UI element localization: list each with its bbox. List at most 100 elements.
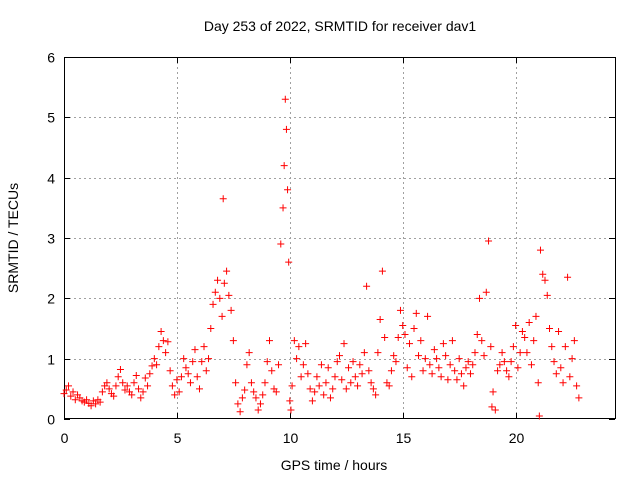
data-point xyxy=(473,331,481,339)
data-point xyxy=(200,343,208,351)
data-point xyxy=(396,306,404,314)
data-point xyxy=(216,294,224,302)
data-point xyxy=(363,282,371,290)
data-point xyxy=(491,406,499,414)
data-point xyxy=(168,382,176,390)
y-tick-label: 6 xyxy=(47,50,55,66)
data-point xyxy=(259,391,267,399)
data-point xyxy=(415,352,423,360)
data-point xyxy=(71,396,79,404)
data-point xyxy=(218,312,226,320)
data-point xyxy=(282,125,290,133)
data-point xyxy=(494,367,502,375)
data-point xyxy=(372,391,380,399)
data-point xyxy=(548,343,556,351)
data-point xyxy=(139,388,147,396)
data-point xyxy=(385,382,393,390)
data-point xyxy=(202,367,210,375)
data-point xyxy=(211,288,219,296)
data-point xyxy=(306,385,314,393)
data-point xyxy=(462,364,470,372)
y-axis-label: SRMTID / TECUs xyxy=(5,183,21,293)
data-point xyxy=(428,370,436,378)
data-point xyxy=(195,385,203,393)
data-point xyxy=(247,379,255,387)
data-point xyxy=(521,334,529,342)
data-point xyxy=(173,376,181,384)
data-point xyxy=(182,364,190,372)
data-point xyxy=(245,349,253,357)
data-point xyxy=(530,337,538,345)
data-point xyxy=(166,367,174,375)
data-point xyxy=(98,388,106,396)
data-point xyxy=(279,204,287,212)
data-point xyxy=(543,291,551,299)
data-point xyxy=(65,382,73,390)
data-point xyxy=(392,358,400,366)
data-point xyxy=(250,388,258,396)
data-point xyxy=(535,412,543,420)
data-point xyxy=(207,325,215,332)
data-point xyxy=(539,270,547,278)
data-point xyxy=(342,385,350,393)
data-point xyxy=(564,273,572,281)
data-point xyxy=(277,240,285,248)
data-point xyxy=(141,374,149,382)
y-tick-label: 1 xyxy=(47,352,55,368)
data-point xyxy=(500,358,508,366)
data-point xyxy=(123,382,131,390)
data-point xyxy=(186,379,194,387)
data-point xyxy=(555,328,563,336)
data-point xyxy=(532,312,540,320)
data-point xyxy=(566,373,574,381)
data-point xyxy=(446,361,454,369)
data-point xyxy=(374,349,382,357)
data-point xyxy=(180,355,188,363)
x-tick-label: 15 xyxy=(396,430,412,446)
data-point xyxy=(223,267,231,275)
data-point xyxy=(523,349,531,357)
axis-ticks: 0 1 2 3 4 5 6 0 5 10 15 20 xyxy=(47,50,615,446)
data-point xyxy=(225,291,233,299)
data-point xyxy=(137,394,145,402)
data-point xyxy=(256,400,264,408)
data-point xyxy=(394,334,402,342)
data-point xyxy=(162,349,170,357)
data-point xyxy=(299,361,307,369)
data-point xyxy=(295,343,303,351)
data-point xyxy=(340,340,348,348)
data-point xyxy=(496,361,504,369)
data-point xyxy=(105,385,113,393)
data-point xyxy=(460,382,468,390)
data-point xyxy=(326,394,334,402)
data-point xyxy=(489,388,497,396)
data-point xyxy=(193,373,201,381)
data-point xyxy=(347,379,355,387)
data-point xyxy=(69,388,77,396)
data-point xyxy=(288,382,296,390)
data-point xyxy=(293,355,301,363)
x-axis-label: GPS time / hours xyxy=(281,457,388,473)
data-point xyxy=(329,385,337,393)
data-point xyxy=(360,349,368,357)
chart-title: Day 253 of 2022, SRMTID for receiver dav… xyxy=(204,18,477,34)
data-point xyxy=(464,358,472,366)
data-point xyxy=(150,355,158,363)
data-point xyxy=(550,358,558,366)
data-point xyxy=(482,288,490,296)
data-point xyxy=(159,337,167,345)
data-point xyxy=(263,358,271,366)
data-point xyxy=(419,367,427,375)
data-point xyxy=(62,386,70,394)
data-point xyxy=(444,376,452,384)
data-point xyxy=(268,367,276,375)
data-point xyxy=(354,382,362,390)
data-point xyxy=(175,388,183,396)
data-point xyxy=(153,361,161,369)
data-point xyxy=(534,379,542,387)
data-point xyxy=(378,267,386,275)
data-point xyxy=(128,391,136,399)
data-point xyxy=(505,373,513,381)
data-point xyxy=(281,95,289,103)
data-point xyxy=(317,361,325,369)
